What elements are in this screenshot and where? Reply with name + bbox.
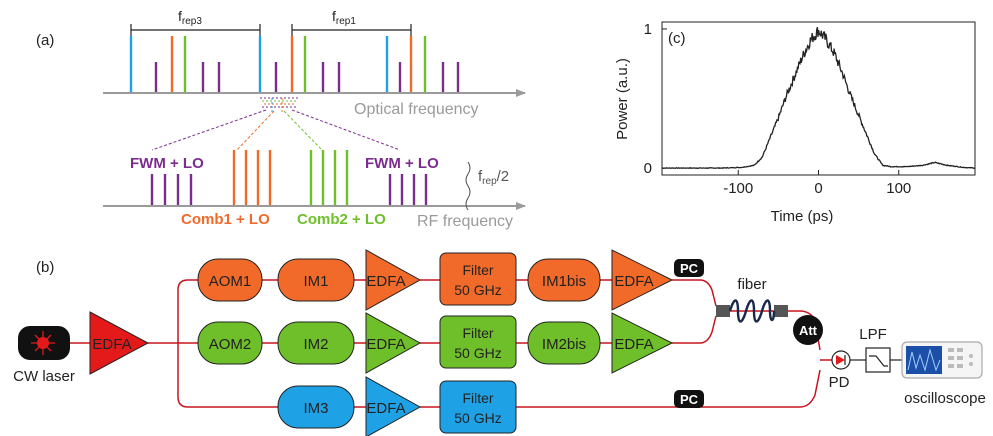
fan-lines [151, 109, 401, 151]
x-tick-label: -100 [723, 180, 753, 197]
plot-ylabel: Power (a.u.) [614, 58, 631, 140]
im1bis-box [527, 258, 601, 302]
panel-label-b: (b) [36, 259, 54, 276]
frep1-label: frep1 [332, 8, 356, 27]
y-tick-label: 0 [644, 160, 652, 177]
im2-label: IM2 [303, 336, 328, 353]
pc1-badge [674, 259, 704, 277]
im1-label: IM1 [303, 273, 328, 290]
edfa2-label: EDFA [366, 336, 405, 353]
im1-box [277, 258, 355, 302]
edfa2-amplifier [365, 312, 422, 374]
pc2-badge [674, 390, 704, 408]
rf-axis-label: RF frequency [417, 213, 513, 230]
filter1-box [439, 252, 517, 306]
edfa2b-label: EDFA [614, 336, 653, 353]
im3-box [277, 385, 355, 429]
comb1-label: Comb1 + LO [181, 211, 270, 228]
panel-label-c: (c) [668, 30, 686, 47]
edfa1b-amplifier [611, 249, 674, 311]
aom2-box [197, 321, 263, 365]
plot-ticks: -100 0 100 0 1 [644, 21, 912, 197]
edfa3-label: EDFA [366, 400, 405, 417]
x-tick-label: 100 [886, 180, 911, 197]
fiber-paths [70, 279, 832, 408]
im2bis-box [527, 321, 601, 365]
comb2-label: Comb2 + LO [297, 211, 386, 228]
photodiode-symbol [836, 355, 845, 365]
im2-box [277, 321, 355, 365]
frep-half-label: frep/2 [478, 168, 509, 187]
frep3-bracket [130, 24, 261, 36]
pc2-label: PC [680, 392, 699, 407]
fwm-left-label: FWM + LO [130, 155, 204, 172]
edfa1b-label: EDFA [614, 273, 653, 290]
optical-axis-label: Optical frequency [354, 101, 479, 118]
aom2-label: AOM2 [209, 336, 252, 353]
pulse-plot: -100 0 100 0 1 (c) Power (a.u.) Time (ps) [614, 21, 976, 225]
filter2-line1: Filter [462, 325, 493, 341]
lpf-box [865, 347, 891, 373]
frep-half-squiggle [465, 161, 471, 211]
aom1-box [197, 258, 263, 302]
rf-lines [150, 150, 428, 205]
im3-label: IM3 [303, 400, 328, 417]
filter2-line2: 50 GHz [454, 345, 501, 361]
aom1-label: AOM1 [209, 273, 252, 290]
oscilloscope-label: oscilloscope [904, 390, 986, 407]
filter1-line2: 50 GHz [454, 282, 501, 298]
att-label: Att [799, 323, 818, 338]
filter2-box [439, 315, 517, 369]
filter1-line1: Filter [462, 262, 493, 278]
beat-dashes [260, 97, 300, 112]
pulse-trace [661, 27, 975, 170]
frep1-bracket [291, 24, 412, 36]
im2bis-label: IM2bis [542, 336, 586, 353]
edfa1-amplifier [365, 249, 422, 311]
y-tick-label: 1 [644, 21, 652, 38]
cw-laser-label: CW laser [13, 368, 75, 385]
fiber-label: fiber [737, 276, 766, 293]
cw-laser-icon [18, 326, 70, 360]
optical-lines [129, 36, 460, 92]
attenuator-icon [793, 315, 823, 345]
pc1-label: PC [680, 261, 699, 276]
im1bis-label: IM1bis [542, 273, 586, 290]
x-tick-label: 0 [814, 180, 822, 197]
edfa2b-amplifier [611, 312, 674, 374]
plot-xlabel: Time (ps) [771, 208, 834, 225]
frep3-label: frep3 [178, 8, 202, 27]
oscilloscope-icon [901, 341, 983, 379]
edfa-main-amplifier [89, 311, 150, 375]
filter3-box [439, 380, 517, 434]
panel-label-a: (a) [36, 32, 54, 49]
lpf-label: LPF [859, 326, 887, 343]
edfa-main-label: EDFA [92, 336, 131, 353]
fwm-right-label: FWM + LO [365, 155, 439, 172]
plot-frame [661, 21, 976, 176]
edfa3-amplifier [365, 376, 422, 436]
filter3-line1: Filter [462, 390, 493, 406]
filter3-line2: 50 GHz [454, 410, 501, 426]
fiber-coil-icon [716, 299, 788, 323]
pd-label: PD [829, 374, 850, 391]
edfa1-label: EDFA [366, 273, 405, 290]
